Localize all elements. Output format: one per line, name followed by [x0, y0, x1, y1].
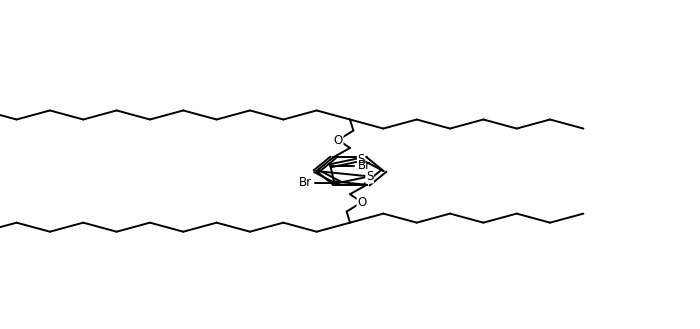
Text: Br: Br — [299, 176, 312, 189]
Text: O: O — [357, 196, 366, 209]
Text: O: O — [334, 134, 343, 146]
Text: Br: Br — [358, 159, 370, 172]
Text: S: S — [358, 153, 365, 166]
Text: S: S — [366, 170, 373, 183]
